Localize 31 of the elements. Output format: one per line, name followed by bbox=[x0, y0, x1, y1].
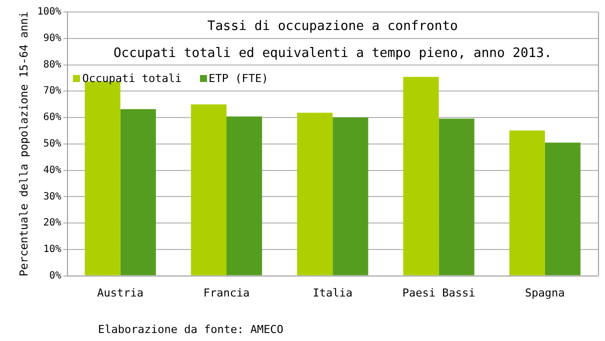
bar bbox=[403, 76, 439, 276]
y-tick-label: 40% bbox=[43, 164, 62, 176]
bar bbox=[120, 109, 156, 276]
legend-label: Occupati totali bbox=[82, 72, 182, 85]
x-tick-label: Italia bbox=[312, 286, 353, 300]
x-tick-label: Spagna bbox=[525, 286, 565, 300]
text: Occupati totali ed equivalenti a tempo pieno, anno 2013. bbox=[112, 46, 553, 61]
text: Elaborazione da fonte: AMECO bbox=[98, 323, 284, 336]
y-tick-label: 80% bbox=[43, 59, 62, 70]
y-tick-label: 0% bbox=[49, 270, 62, 282]
y-tick-label: 100% bbox=[37, 6, 62, 18]
text: Tassi di occupazione a confronto bbox=[206, 19, 459, 34]
legend-label: ETP (FTE) bbox=[208, 72, 268, 85]
bar bbox=[190, 104, 226, 276]
bar bbox=[332, 118, 368, 276]
y-tick-label: 20% bbox=[43, 218, 62, 229]
x-tick-label: Francia bbox=[203, 286, 250, 300]
x-tick-label: Austria bbox=[97, 286, 144, 300]
y-tick-label: 60% bbox=[43, 112, 62, 124]
bar bbox=[509, 130, 545, 276]
bar bbox=[544, 142, 580, 276]
y-tick-label: 30% bbox=[43, 191, 62, 202]
x-tick-label: Paesi Bassi bbox=[402, 286, 476, 300]
y-axis-title: Percentuale della popolazione 15-64 anni bbox=[17, 11, 30, 276]
bar bbox=[438, 118, 474, 276]
y-tick-label: 90% bbox=[43, 32, 62, 44]
bar bbox=[297, 112, 333, 276]
y-tick-label: 70% bbox=[43, 86, 62, 97]
y-tick-label: 10% bbox=[43, 244, 62, 256]
bar bbox=[226, 116, 262, 276]
y-tick-label: 50% bbox=[43, 138, 62, 150]
